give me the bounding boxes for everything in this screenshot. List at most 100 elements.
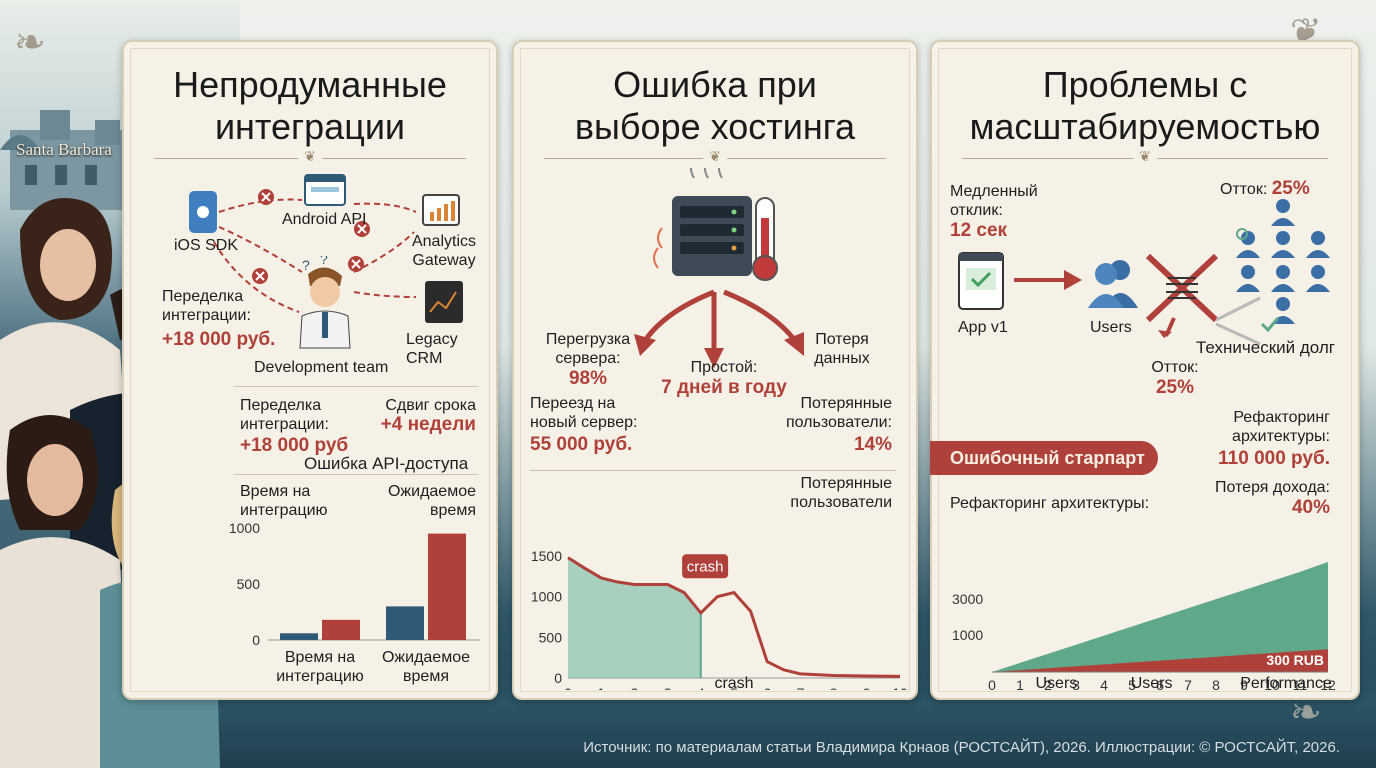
x-tick-label: 9 — [1240, 677, 1248, 690]
x-tick-label: Ожидаемое — [382, 649, 470, 666]
y-tick-label: 1000 — [952, 627, 983, 643]
section-divider — [234, 474, 478, 475]
x-tick-label: Время на — [285, 649, 355, 666]
x-tick-label: 2 — [631, 685, 639, 690]
x-tick-label: 1 — [597, 685, 605, 690]
x-tick-label: 8 — [1212, 677, 1220, 690]
hosting-panel: Ошибка при выборе хостинга Перегрузка се… — [512, 40, 918, 700]
x-tick-label: 2 — [1044, 677, 1052, 690]
x-axis-label: crash — [714, 675, 753, 690]
integrations-panel: Непродуманные интеграции iOS SDK Android… — [122, 40, 498, 700]
label-line: Время на — [240, 483, 311, 500]
x-tick-label: время — [403, 668, 449, 685]
rework-label: Переделка интеграции: — [240, 396, 329, 434]
bar — [386, 606, 424, 640]
title-line: выборе хостинга — [574, 106, 856, 147]
data-loss: Потеря данных — [782, 330, 902, 368]
churn-label: Отток: — [1220, 181, 1268, 198]
panel-title: Проблемы с масштабируемостью — [932, 64, 1358, 148]
apple-icon — [189, 191, 217, 233]
analytics-icon — [422, 194, 460, 226]
server-overload: Перегрузка сервера: 98% — [528, 330, 648, 390]
x-tick-label: 8 — [830, 685, 838, 690]
browser-icon — [304, 174, 346, 206]
label-line: данных — [814, 350, 870, 367]
churn-top: Отток: 25% — [1220, 178, 1310, 200]
integration-time-label: Время на интеграцию — [240, 482, 328, 520]
ornament-divider — [544, 154, 886, 164]
x-tick-label: 0 — [988, 677, 996, 690]
income-loss: Потеря дохода: 40% — [1215, 478, 1330, 519]
x-tick-label: 10 — [892, 685, 908, 690]
y-tick-label: 1000 — [531, 589, 562, 605]
x-tick-label: 3 — [1072, 677, 1080, 690]
section-divider — [530, 470, 896, 471]
svg-text:?: ? — [302, 257, 310, 273]
income-loss-label: Потеря дохода: — [1214, 479, 1330, 496]
app-window-icon — [958, 252, 1004, 310]
label-line: Потеря — [815, 331, 869, 348]
area-fill — [568, 557, 701, 678]
ornament-divider — [154, 154, 466, 164]
bar — [428, 533, 466, 640]
section-divider — [234, 386, 478, 387]
title-line: Ошибка при — [613, 64, 817, 105]
label-line: Переделка — [162, 288, 244, 305]
lost-users-value: 14% — [853, 434, 892, 455]
category-label: Performance — [1240, 675, 1332, 690]
y-tick-label: 500 — [237, 576, 261, 592]
flourish-ornament-icon: ❧ — [14, 20, 46, 64]
y-tick-label: 0 — [554, 670, 562, 686]
app-label: App v1 — [958, 319, 1008, 336]
move-value: 55 000 руб. — [530, 434, 633, 455]
lost-users: Потерянные пользователи: 14% — [786, 394, 892, 456]
category-label: Users — [1036, 675, 1078, 690]
user-group-icon — [1236, 199, 1330, 333]
expected-time-label: Ожидаемое время — [388, 482, 476, 520]
lost-users-chart-label: Потерянные пользователи — [790, 474, 892, 512]
x-tick-label: 4 — [1100, 677, 1108, 690]
x-tick-label: 9 — [863, 685, 871, 690]
x-tick-label: 12 — [1320, 677, 1336, 690]
bar — [280, 633, 318, 640]
label-line: Потерянные — [800, 475, 892, 492]
svg-text:?: ? — [320, 256, 328, 267]
y-tick-label: 3000 — [952, 591, 983, 607]
label-line: время — [430, 502, 476, 519]
label-line: Медленный — [950, 183, 1038, 200]
server-rack-icon — [653, 168, 778, 281]
node-ios-sdk: iOS SDK — [174, 237, 239, 254]
label-line: Переезд на — [530, 395, 616, 412]
x-tick-label: 6 — [763, 685, 771, 690]
x-tick-label: 5 — [1128, 677, 1136, 690]
villa-illustration — [0, 110, 140, 210]
label-line: пользователи: — [785, 414, 892, 431]
label-line: интеграции: — [240, 416, 329, 433]
x-tick-label: 7 — [1184, 677, 1192, 690]
x-tick-label: 1 — [1016, 677, 1024, 690]
y-tick-label: 1500 — [531, 548, 562, 564]
x-tick-label: 0 — [564, 685, 572, 690]
label-line: Перегрузка — [545, 331, 631, 348]
growth-area — [992, 562, 1328, 672]
title-line: масштабируемостью — [969, 106, 1321, 147]
label-line: Рефакторинг — [1233, 409, 1330, 426]
split-arrows — [1216, 296, 1261, 346]
label-line: отклик: — [950, 202, 1003, 219]
deadline-shift-value: +4 недели — [380, 414, 476, 435]
churn-bottom: Отток: 25% — [1130, 358, 1220, 399]
panel-title: Ошибка при выборе хостинга — [514, 64, 916, 148]
node-label: Gateway — [412, 252, 476, 269]
wrong-startup-badge: Ошибочный старпарт — [930, 441, 1158, 475]
label-line: интеграции: — [162, 307, 251, 324]
y-tick-label: 1000 — [229, 520, 260, 536]
label-line: архитектуры: — [1232, 428, 1330, 445]
developer-icon: ?? — [299, 256, 351, 349]
overload-value: 98% — [568, 368, 608, 389]
tech-debt-label: Технический долг — [1196, 338, 1335, 357]
label-line: Ожидаемое — [387, 483, 476, 500]
x-tick-label: 6 — [1156, 677, 1164, 690]
category-label: Users — [1131, 675, 1173, 690]
source-footer: Источник: по материалам статьи Владимира… — [583, 739, 1340, 756]
title-line: интеграции — [214, 106, 406, 147]
